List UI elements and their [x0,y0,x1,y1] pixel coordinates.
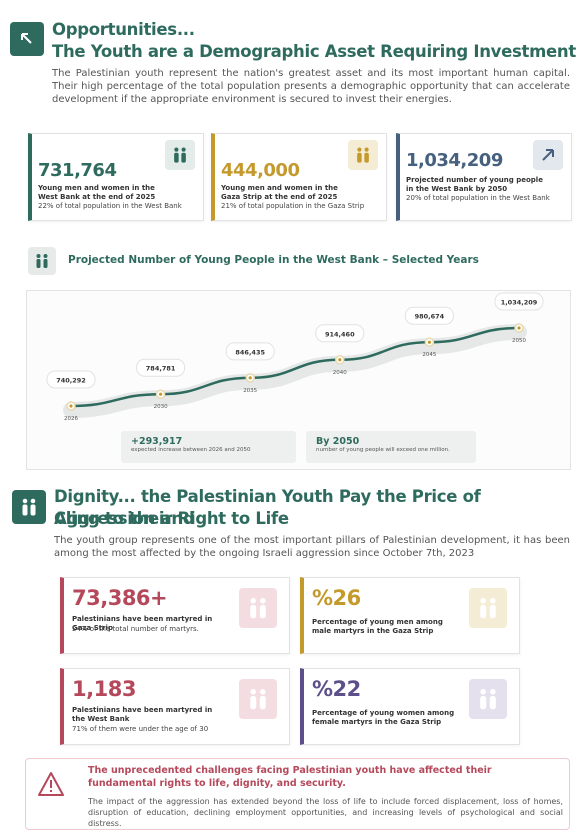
paragraph: The youth group represents one of the mo… [54,535,570,559]
chart-icon [28,247,56,275]
impact-value: 1,183 [72,677,136,701]
alert-text: The impact of the aggression has extende… [88,797,563,828]
impact-card: 1,183 Palestinians have been martyred in … [60,668,290,745]
value-bubble [225,342,275,361]
impact-text: Palestinians have been martyred in Gaza … [72,615,213,632]
value-label: 784,781 [146,365,176,373]
card-icon [469,679,507,719]
impact-value: %22 [312,677,361,701]
point-dot [338,358,342,362]
value-bubble [494,292,544,311]
impact-card: %22 Percentage of young women among femal… [300,668,520,745]
x-tick-label: 2045 [422,352,436,358]
impact-note: 24% of the total number of martyrs. [72,625,199,633]
value-label: 914,460 [325,330,355,338]
x-tick-label: 2040 [333,370,347,376]
stat-note: 20% of total population in the West Bank [406,194,550,202]
stat-text: Young men and women in the West Bank at … [38,184,156,201]
card-icon [469,588,507,628]
impact-text: Percentage of young women among female m… [312,709,455,726]
value-bubble [46,370,96,389]
point-dot [517,326,521,330]
warning-icon [38,772,64,796]
impact-card: %26 Percentage of young men among male ma… [300,577,520,654]
value-label: 980,674 [415,313,445,321]
impact-note: 71% of them were under the age of 30 [72,725,209,733]
title: Dignity... the Palestinian Youth Pay the… [54,487,481,528]
stat-note: 22% of total population in the West Bank [38,202,182,210]
point-dot [159,392,163,396]
stat-value: 731,764 [38,160,117,181]
stat-value: 444,000 [221,160,300,181]
card-icon [239,679,277,719]
card-icon [165,140,195,170]
x-tick-label: 2035 [243,388,257,394]
paragraph: The Palestinian youth represent the nati… [52,68,570,105]
chart: 740,292 2026 784,781 2030 846,435 2035 914,460… [46,292,544,422]
summary-value: By 2050 [316,436,360,447]
stat-value: 1,034,209 [406,150,503,171]
stat-note: 21% of total population in the Gaza Stri… [221,202,365,210]
value-bubble [315,324,365,343]
section-icon [10,22,44,56]
summary: +293,917 expected increase between 2026 a… [121,431,296,463]
x-tick-label: 2030 [154,404,168,410]
x-tick-label: 2050 [512,338,526,344]
stat-text: Projected number of young people in the … [406,176,543,193]
title: The Youth are a Demographic Asset Requir… [52,42,576,61]
impact-value: %26 [312,586,361,610]
alert-title: The unprecedented challenges facing Pale… [88,765,492,789]
summary-value: +293,917 [131,436,183,447]
title: Opportunities... [52,20,195,39]
stat-card: 444,000 Young men and women in the Gaza S… [211,133,387,221]
stat-card: 1,034,209 Projected number of young peopl… [396,133,572,221]
summary-text: number of young people will exceed one m… [316,447,450,453]
value-label: 1,034,209 [501,299,538,307]
x-tick-label: 2026 [64,416,78,422]
value-label: 740,292 [56,377,86,385]
impact-value: 73,386+ [72,586,168,610]
card-icon [533,140,563,170]
point-dot [69,404,73,408]
alert: The unprecedented challenges facing Pale… [25,758,570,830]
impact-text: Palestinians have been martyred in the W… [72,706,213,723]
stat-card: 731,764 Young men and women in the West B… [28,133,204,221]
line [70,326,520,408]
stat-text: Young men and women in the Gaza Strip at… [221,184,338,201]
point-dot [427,340,431,344]
card-icon [348,140,378,170]
chart-box: 740,292 2026 784,781 2030 846,435 2035 914,460… [26,290,571,470]
point-dot [248,376,252,380]
summary: By 2050 number of young people will excee… [306,431,476,463]
impact-text: Percentage of young men among male marty… [312,618,443,635]
chart-title: Projected Number of Young People in the … [68,254,479,266]
value-bubble [136,358,186,377]
value-bubble [404,306,454,325]
summary-text: expected increase between 2026 and 2050 [131,447,251,453]
section-icon [12,490,46,524]
value-label: 846,435 [235,348,265,356]
band [63,324,527,418]
card-icon [239,588,277,628]
title: Cling to their Right to Life [54,509,289,528]
impact-card: 73,386+ Palestinians have been martyred i… [60,577,290,654]
